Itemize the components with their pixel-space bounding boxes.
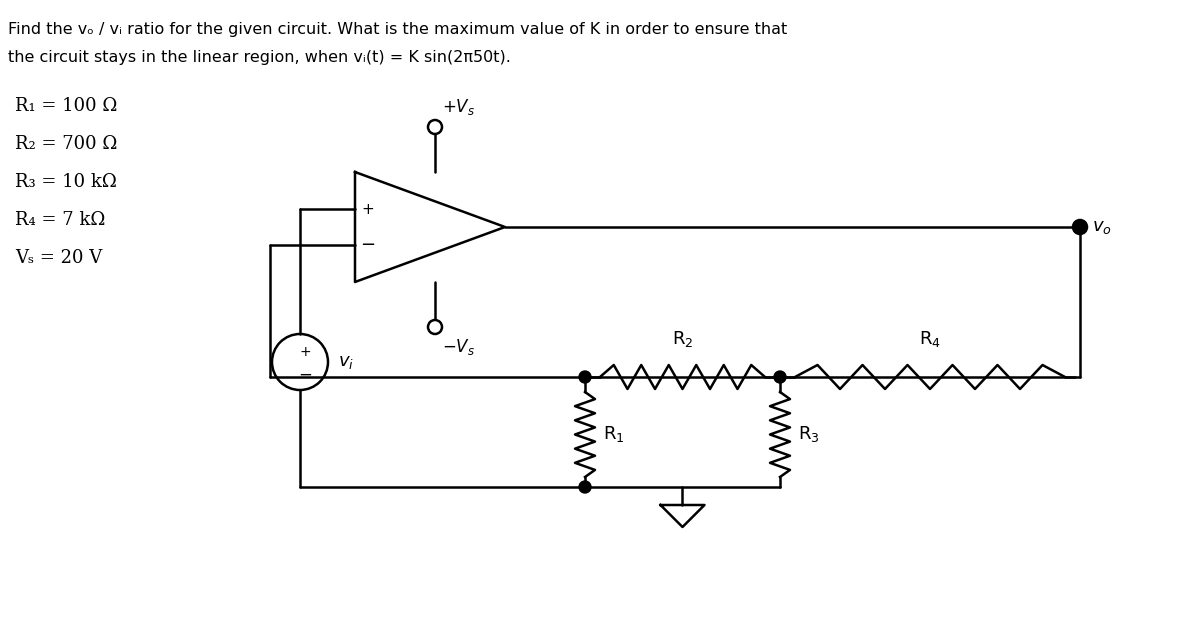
Circle shape (428, 120, 442, 134)
Text: +: + (299, 345, 311, 359)
Text: R$_1$: R$_1$ (602, 425, 624, 444)
Text: $v_o$: $v_o$ (1092, 218, 1111, 236)
Text: R$_4$: R$_4$ (919, 329, 941, 349)
Text: −V$_s$: −V$_s$ (442, 337, 475, 357)
Text: R₂ = 700 Ω: R₂ = 700 Ω (14, 135, 118, 153)
Circle shape (428, 320, 442, 334)
Text: +: + (361, 202, 374, 217)
Text: +V$_s$: +V$_s$ (442, 97, 475, 117)
Text: Vₛ = 20 V: Vₛ = 20 V (14, 249, 102, 267)
Text: −: − (298, 366, 312, 384)
Circle shape (1073, 220, 1087, 234)
Circle shape (580, 481, 592, 493)
Text: R₄ = 7 kΩ: R₄ = 7 kΩ (14, 211, 106, 229)
Circle shape (580, 371, 592, 383)
Circle shape (774, 371, 786, 383)
Text: Find the vₒ / vᵢ ratio for the given circuit. What is the maximum value of K in : Find the vₒ / vᵢ ratio for the given cir… (8, 22, 787, 37)
Text: $v_i$: $v_i$ (338, 353, 354, 371)
Text: R₃ = 10 kΩ: R₃ = 10 kΩ (14, 173, 116, 191)
Text: R$_3$: R$_3$ (798, 425, 820, 444)
Text: the circuit stays in the linear region, when vᵢ(t) = K sin(2π50t).: the circuit stays in the linear region, … (8, 50, 511, 65)
Text: −: − (360, 236, 376, 254)
Circle shape (1074, 221, 1086, 233)
Text: R$_2$: R$_2$ (672, 329, 694, 349)
Text: R₁ = 100 Ω: R₁ = 100 Ω (14, 97, 118, 115)
